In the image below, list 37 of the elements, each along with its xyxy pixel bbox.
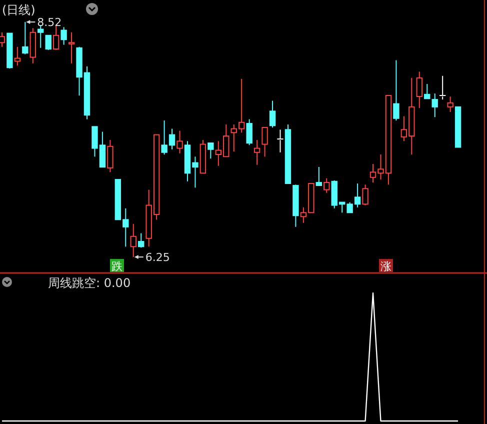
candlestick — [0, 32, 6, 48]
candlestick — [200, 139, 206, 174]
candlestick — [30, 28, 36, 64]
candlestick — [416, 71, 422, 109]
chart-title: (日线) — [2, 3, 36, 17]
candlestick — [52, 24, 60, 50]
candlestick — [393, 60, 400, 121]
annotation: 6.25 — [145, 251, 170, 264]
candlestick — [246, 118, 252, 146]
candlestick — [269, 100, 276, 128]
annotation: 8.52 — [37, 16, 62, 29]
candlestick — [292, 184, 299, 228]
candlestick — [276, 129, 284, 153]
candlestick — [38, 24, 44, 48]
text: 涨 — [380, 260, 392, 273]
candlestick — [60, 26, 67, 46]
candlestick — [208, 142, 214, 160]
chart-title: 周线跳空: 0.00 — [48, 276, 131, 290]
candlestick — [316, 166, 322, 186]
candlestick — [176, 130, 183, 154]
candlestick — [438, 75, 446, 100]
candlestick — [447, 96, 454, 113]
candlestick — [262, 127, 268, 158]
candlestick — [254, 139, 260, 166]
candlestick — [362, 184, 368, 206]
text: 跌 — [112, 260, 122, 273]
candlestick — [68, 32, 75, 64]
candlestick — [14, 46, 21, 66]
candlestick — [324, 178, 330, 194]
candlestick — [45, 34, 52, 50]
candlestick — [454, 106, 462, 148]
candlestick — [6, 32, 13, 70]
candlestick — [424, 84, 430, 100]
candlestick — [138, 232, 144, 248]
candlestick — [432, 92, 438, 118]
candlestick — [107, 139, 114, 173]
candlestick — [284, 124, 292, 184]
